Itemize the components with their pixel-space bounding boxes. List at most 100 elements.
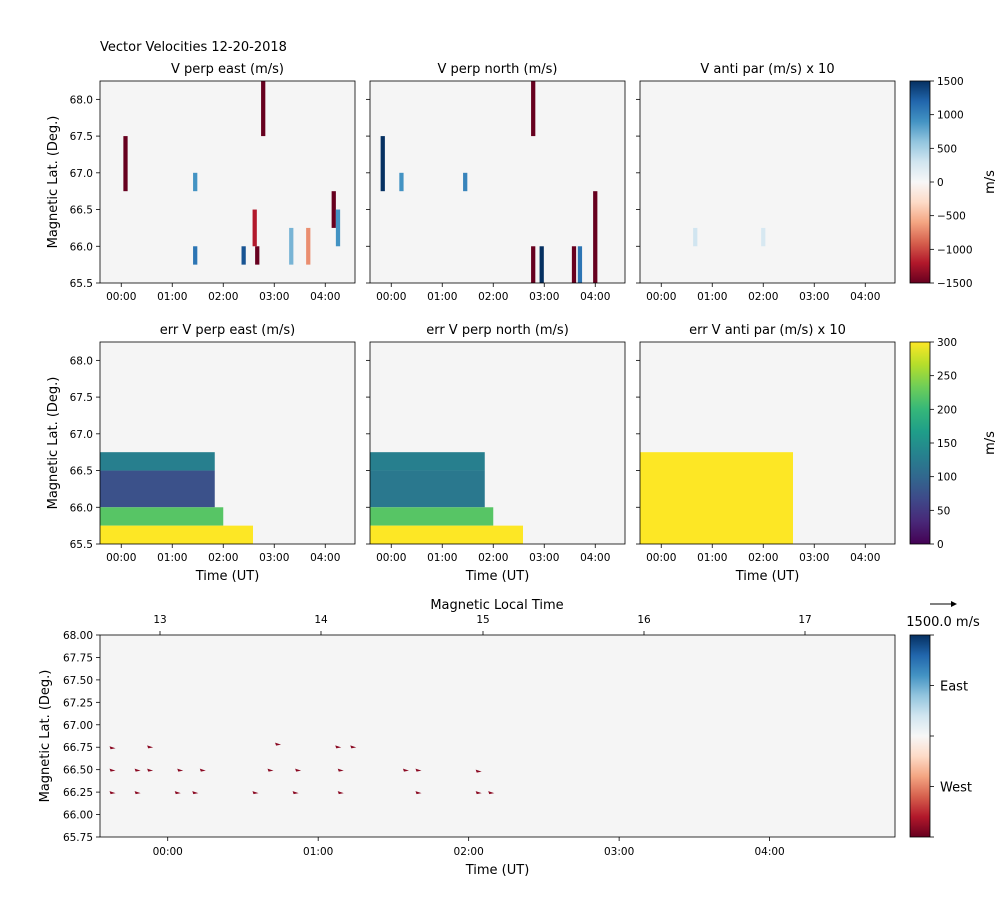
y-axis-label: Magnetic Lat. (Deg.) bbox=[46, 377, 61, 510]
x-tick-label: 01:00 bbox=[697, 291, 727, 303]
x-tick-label: 02:00 bbox=[208, 552, 238, 564]
heatmap-cell bbox=[370, 525, 523, 544]
x-tick-label: 01:00 bbox=[303, 846, 333, 858]
x-tick-label: 02:00 bbox=[208, 291, 238, 303]
y-tick-label: 66.75 bbox=[63, 742, 93, 754]
x-tick-label: 00:00 bbox=[376, 291, 406, 303]
y-tick-label: 65.75 bbox=[63, 832, 93, 844]
x-axis-label: Time (UT) bbox=[195, 569, 260, 584]
top-x-tick-label: 16 bbox=[637, 614, 651, 626]
x-tick-label: 01:00 bbox=[427, 552, 457, 564]
heatmap-cell bbox=[100, 507, 224, 526]
heatmap-cell bbox=[463, 172, 468, 192]
x-tick-label: 00:00 bbox=[376, 552, 406, 564]
heatmap-cell bbox=[123, 136, 128, 192]
key-arrow-label: 1500.0 m/s bbox=[906, 615, 980, 630]
colorbar-tick-label: 300 bbox=[937, 337, 957, 349]
velocity-vector bbox=[199, 768, 206, 772]
velocity-vector bbox=[147, 768, 154, 772]
y-tick-label: 67.5 bbox=[70, 392, 93, 404]
colorbar-tick-label: 0 bbox=[937, 539, 944, 551]
colorbar-tick-label: −1500 bbox=[937, 278, 973, 290]
y-tick-label: 66.5 bbox=[70, 205, 93, 217]
heatmap-cell bbox=[193, 246, 198, 265]
panel-title: V perp east (m/s) bbox=[171, 62, 284, 77]
plot-area bbox=[370, 81, 625, 283]
colorbar-tick-label: 150 bbox=[937, 438, 957, 450]
panel-title: err V anti par (m/s) x 10 bbox=[689, 323, 846, 338]
y-tick-label: 67.50 bbox=[63, 675, 93, 687]
y-axis-label: Magnetic Lat. (Deg.) bbox=[38, 670, 53, 803]
y-tick-label: 68.00 bbox=[63, 630, 93, 642]
colorbar-west-label: West bbox=[940, 781, 972, 796]
top-x-tick-label: 13 bbox=[153, 614, 166, 626]
x-tick-label: 03:00 bbox=[259, 291, 289, 303]
y-tick-label: 66.50 bbox=[63, 765, 93, 777]
x-tick-label: 03:00 bbox=[529, 291, 559, 303]
y-tick-label: 65.5 bbox=[70, 539, 93, 551]
y-tick-label: 67.00 bbox=[63, 720, 93, 732]
x-tick-label: 00:00 bbox=[646, 291, 676, 303]
heatmap-cell bbox=[331, 191, 336, 228]
x-tick-label: 01:00 bbox=[697, 552, 727, 564]
y-tick-label: 66.00 bbox=[63, 810, 93, 822]
y-tick-label: 66.25 bbox=[63, 787, 93, 799]
heatmap-cell bbox=[100, 452, 215, 471]
velocity-vector bbox=[109, 768, 116, 772]
y-tick-label: 67.75 bbox=[63, 652, 93, 664]
velocity-vector bbox=[275, 742, 282, 746]
x-tick-label: 02:00 bbox=[478, 552, 508, 564]
vector-plot-area bbox=[100, 635, 895, 837]
colorbar bbox=[909, 341, 931, 545]
plot-area bbox=[640, 81, 895, 283]
velocity-vector bbox=[292, 791, 299, 795]
plot-area bbox=[100, 81, 355, 283]
y-axis-label: Magnetic Lat. (Deg.) bbox=[46, 116, 61, 249]
velocity-vector bbox=[267, 768, 274, 772]
heatmap-cell bbox=[571, 246, 577, 283]
heatmap-cell bbox=[380, 136, 385, 192]
x-tick-label: 03:00 bbox=[604, 846, 634, 858]
heatmap-cell bbox=[261, 81, 266, 137]
velocity-vector bbox=[177, 768, 184, 772]
colorbar-tick-label: 0 bbox=[937, 177, 944, 189]
plot-frame bbox=[369, 341, 626, 545]
heatmap-cell bbox=[693, 227, 698, 247]
colorbar-tick-label: 1000 bbox=[937, 110, 964, 122]
x-tick-label: 02:00 bbox=[478, 291, 508, 303]
x-tick-label: 04:00 bbox=[580, 291, 610, 303]
velocity-vector bbox=[109, 746, 116, 750]
colorbar-tick-label: 200 bbox=[937, 404, 957, 416]
heatmap-cell bbox=[289, 227, 294, 265]
top-x-axis-label: Magnetic Local Time bbox=[430, 598, 563, 613]
heatmap-cell bbox=[539, 246, 544, 283]
x-tick-label: 03:00 bbox=[799, 291, 829, 303]
y-tick-label: 68.0 bbox=[70, 355, 93, 367]
y-tick-label: 67.5 bbox=[70, 131, 93, 143]
plot-frame bbox=[369, 80, 626, 284]
velocity-vector bbox=[134, 791, 141, 795]
vector-plot-frame bbox=[99, 634, 896, 838]
velocity-vector bbox=[475, 791, 482, 795]
y-tick-label: 67.0 bbox=[70, 168, 93, 180]
heatmap-cell bbox=[577, 246, 583, 283]
x-tick-label: 02:00 bbox=[454, 846, 484, 858]
direction-colorbar bbox=[909, 634, 931, 838]
x-tick-label: 04:00 bbox=[310, 552, 340, 564]
x-tick-label: 00:00 bbox=[106, 291, 136, 303]
panel-title: err V perp east (m/s) bbox=[160, 323, 296, 338]
heatmap-cell bbox=[255, 246, 260, 265]
y-tick-label: 68.0 bbox=[70, 94, 93, 106]
top-x-tick-label: 14 bbox=[314, 614, 328, 626]
colorbar-tick-label: −1000 bbox=[937, 244, 973, 256]
heatmap-cell bbox=[761, 227, 766, 247]
velocity-vector bbox=[337, 768, 344, 772]
x-tick-label: 00:00 bbox=[106, 552, 136, 564]
x-tick-label: 04:00 bbox=[850, 552, 880, 564]
x-tick-label: 02:00 bbox=[748, 552, 778, 564]
heatmap-cell bbox=[593, 191, 598, 283]
x-tick-label: 04:00 bbox=[310, 291, 340, 303]
plot-frame bbox=[99, 341, 356, 545]
colorbar-label: m/s bbox=[983, 431, 998, 455]
